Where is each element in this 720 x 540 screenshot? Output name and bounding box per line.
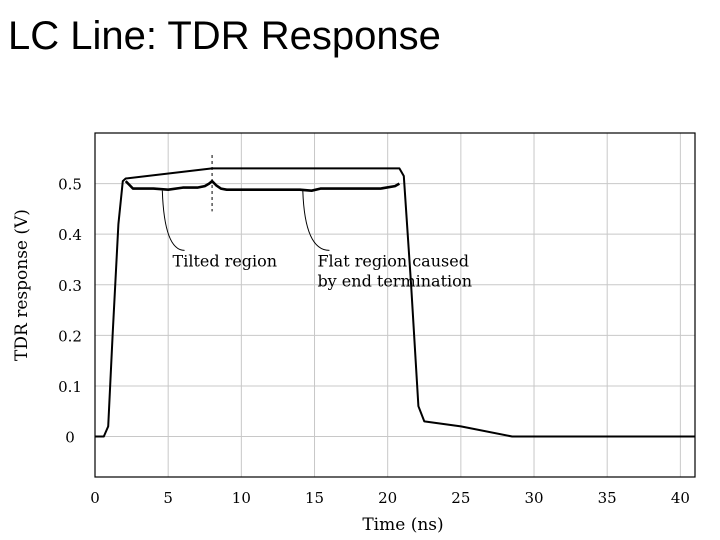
page-title: LC Line: TDR Response <box>8 14 441 58</box>
x-tick-label: 5 <box>163 489 173 507</box>
x-tick-label: 15 <box>305 489 324 507</box>
x-tick-label: 30 <box>524 489 543 507</box>
annotation-leader <box>161 190 185 251</box>
y-axis-label: TDR response (V) <box>12 209 32 361</box>
x-tick-label: 35 <box>598 489 617 507</box>
annotation-text: Flat region caused by end termination <box>317 251 472 290</box>
annotation-text: Tilted region <box>173 251 278 270</box>
y-tick-label: 0.2 <box>58 327 82 345</box>
x-tick-label: 25 <box>451 489 470 507</box>
y-tick-label: 0.3 <box>58 277 82 295</box>
y-tick-label: 0.1 <box>58 378 82 396</box>
plot-frame <box>94 132 696 478</box>
series-line-2 <box>124 179 401 192</box>
x-tick-label: 40 <box>671 489 690 507</box>
x-tick-label: 20 <box>378 489 397 507</box>
y-tick-label: 0 <box>65 429 75 447</box>
series-line-1 <box>95 167 695 438</box>
plot-area <box>95 133 695 477</box>
x-axis-label: Time (ns) <box>362 515 443 535</box>
annotation-leader <box>302 190 330 251</box>
x-tick-label: 10 <box>232 489 251 507</box>
x-tick-label: 0 <box>90 489 100 507</box>
y-tick-label: 0.4 <box>58 226 82 244</box>
y-tick-label: 0.5 <box>58 176 82 194</box>
